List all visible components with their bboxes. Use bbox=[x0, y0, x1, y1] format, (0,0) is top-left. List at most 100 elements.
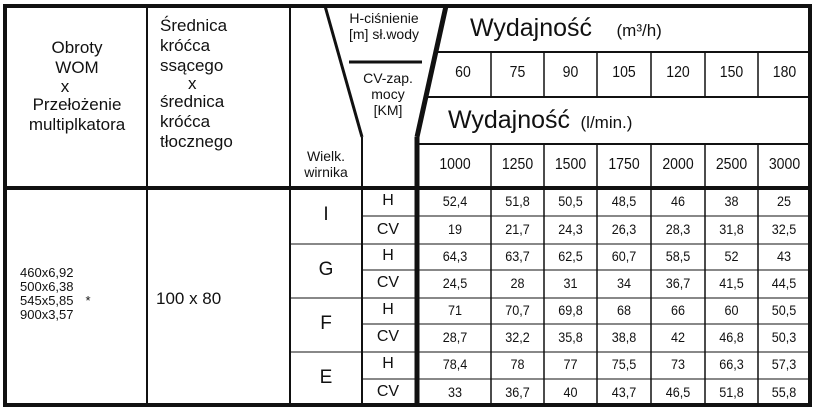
row-label-h: H bbox=[382, 247, 394, 264]
flow-lmin-value: 1250 bbox=[501, 156, 534, 173]
row-label-cv: CV bbox=[376, 328, 400, 345]
table-cell-h: 64,3 bbox=[442, 248, 468, 264]
header-diameter-line: x bbox=[188, 74, 197, 93]
header-speed-line: WOM bbox=[55, 58, 99, 77]
table-cell-cv: 32,2 bbox=[505, 329, 530, 345]
header-power-line: mocy bbox=[371, 86, 405, 102]
table-cell-cv: 51,8 bbox=[719, 384, 744, 400]
flow-m3h-label: Wydajność bbox=[470, 14, 593, 42]
table-cell-h: 70,7 bbox=[505, 302, 530, 318]
header-pressure-line: [m] sł.wody bbox=[348, 26, 419, 42]
flow-lmin-value: 2000 bbox=[662, 156, 694, 173]
row-label-h: H bbox=[382, 192, 394, 209]
header-power-line: CV-zap. bbox=[363, 70, 413, 86]
header-diameter-line: średnica bbox=[160, 92, 225, 111]
header-speed-line: Obroty bbox=[51, 38, 103, 57]
speed-item: 545x5,85 bbox=[20, 293, 74, 308]
table-cell-h: 38 bbox=[724, 193, 739, 209]
flow-m3h-title: Wydajność (m³/h) bbox=[470, 14, 662, 43]
table-cell-cv: 41,5 bbox=[719, 275, 744, 291]
table-cell-cv: 34 bbox=[616, 275, 632, 291]
table-cell-h: 46 bbox=[670, 193, 686, 209]
speed-list: 460x6,92 500x6,38 545x5,85 * 900x3,57 bbox=[20, 266, 91, 322]
header-speed-line: multiplkatora bbox=[28, 115, 126, 134]
speed-item: 900x3,57 bbox=[20, 307, 74, 322]
table-cell-cv: 24,3 bbox=[558, 221, 583, 237]
header-diameter-line: króćca bbox=[160, 36, 211, 55]
header-power-line: [KM] bbox=[373, 102, 403, 118]
table-cell-cv: 42 bbox=[670, 329, 686, 345]
header-impeller-line: Wielk. bbox=[306, 148, 346, 164]
table-cell-h: 75,5 bbox=[611, 356, 637, 372]
table-cell-cv: 33 bbox=[447, 384, 463, 400]
table-cell-cv: 43,7 bbox=[611, 384, 637, 400]
header-speed-line: x bbox=[60, 77, 70, 96]
impeller-size: E bbox=[319, 367, 333, 388]
flow-lmin-value: 1000 bbox=[439, 156, 471, 173]
table-cell-cv: 46,5 bbox=[665, 384, 691, 400]
flow-m3h-value: 75 bbox=[509, 64, 526, 81]
table-cell-cv: 36,7 bbox=[665, 275, 691, 291]
table-cell-cv: 55,8 bbox=[771, 384, 797, 400]
header-speed: Obroty WOM x Przełożenie multiplkatora bbox=[8, 38, 146, 135]
row-label-h: H bbox=[382, 301, 394, 318]
impeller-size: I bbox=[323, 204, 329, 225]
table-cell-h: 60,7 bbox=[611, 248, 637, 264]
table-cell-h: 60 bbox=[724, 302, 739, 318]
table-cell-h: 51,8 bbox=[505, 193, 530, 209]
flow-m3h-value: 120 bbox=[666, 64, 690, 81]
table-cell-cv: 50,3 bbox=[771, 329, 797, 345]
table-cell-h: 78,4 bbox=[442, 356, 468, 372]
header-speed-line: Przełożenie bbox=[32, 95, 122, 114]
speed-item: 460x6,92 bbox=[20, 265, 74, 280]
row-label-cv: CV bbox=[376, 221, 400, 238]
table-cell-cv: 35,8 bbox=[558, 329, 583, 345]
header-impeller: Wielk. wirnika bbox=[292, 148, 360, 180]
flow-m3h-row: 60 75 90 105 120 150 180 bbox=[435, 64, 811, 82]
speed-item: 500x6,38 bbox=[20, 279, 74, 294]
table-cell-h: 66 bbox=[670, 302, 686, 318]
table-cell-cv: 46,8 bbox=[719, 329, 744, 345]
table-cell-cv: 19 bbox=[447, 221, 463, 237]
flow-m3h-value: 90 bbox=[562, 64, 579, 81]
header-diameter-line: ssącego bbox=[160, 56, 224, 75]
table-cell-h: 52,4 bbox=[442, 193, 468, 209]
table-cell-h: 52 bbox=[724, 248, 739, 264]
header-pressure: H-ciśnienie [m] sł.wody bbox=[328, 10, 440, 42]
header-pressure-line: H-ciśnienie bbox=[349, 10, 419, 26]
table-cell-cv: 32,5 bbox=[771, 221, 797, 237]
table-cell-h: 62,5 bbox=[558, 248, 583, 264]
table-cell-cv: 40 bbox=[563, 384, 578, 400]
speed-marker: * bbox=[85, 293, 91, 308]
table-cell-cv: 44,5 bbox=[771, 275, 797, 291]
flow-lmin-value: 3000 bbox=[768, 156, 801, 173]
header-diameter-line: króćca bbox=[160, 112, 211, 131]
table-cell-cv: 26,3 bbox=[611, 221, 637, 237]
header-diameter-line: Średnica bbox=[160, 16, 228, 35]
table-cell-h: 58,5 bbox=[665, 248, 691, 264]
row-label-cv: CV bbox=[376, 383, 400, 400]
flow-lmin-value: 2500 bbox=[715, 156, 748, 173]
table-cell-cv: 38,8 bbox=[611, 329, 637, 345]
table-cell-h: 50,5 bbox=[771, 302, 797, 318]
flow-lmin-unit: (l/min.) bbox=[580, 113, 633, 132]
flow-lmin-value: 1750 bbox=[608, 156, 640, 173]
table-cell-h: 25 bbox=[776, 193, 792, 209]
table-cell-h: 69,8 bbox=[558, 302, 583, 318]
table-cell-cv: 28,3 bbox=[665, 221, 691, 237]
table-cell-h: 73 bbox=[670, 356, 686, 372]
table-cell-h: 68 bbox=[616, 302, 632, 318]
table-cell-cv: 28 bbox=[510, 275, 525, 291]
table-cell-h: 66,3 bbox=[719, 356, 744, 372]
table-cell-h: 57,3 bbox=[771, 356, 797, 372]
row-label-h: H bbox=[382, 355, 394, 372]
row-label-cv: CV bbox=[376, 274, 400, 291]
table-cell-cv: 31 bbox=[563, 275, 578, 291]
table-cell-h: 48,5 bbox=[611, 193, 637, 209]
table-cell-h: 43 bbox=[776, 248, 792, 264]
table-cell-h: 71 bbox=[447, 302, 463, 318]
table-cell-h: 78 bbox=[510, 356, 525, 372]
table-cell-cv: 21,7 bbox=[505, 221, 530, 237]
table-cell-h: 50,5 bbox=[558, 193, 583, 209]
